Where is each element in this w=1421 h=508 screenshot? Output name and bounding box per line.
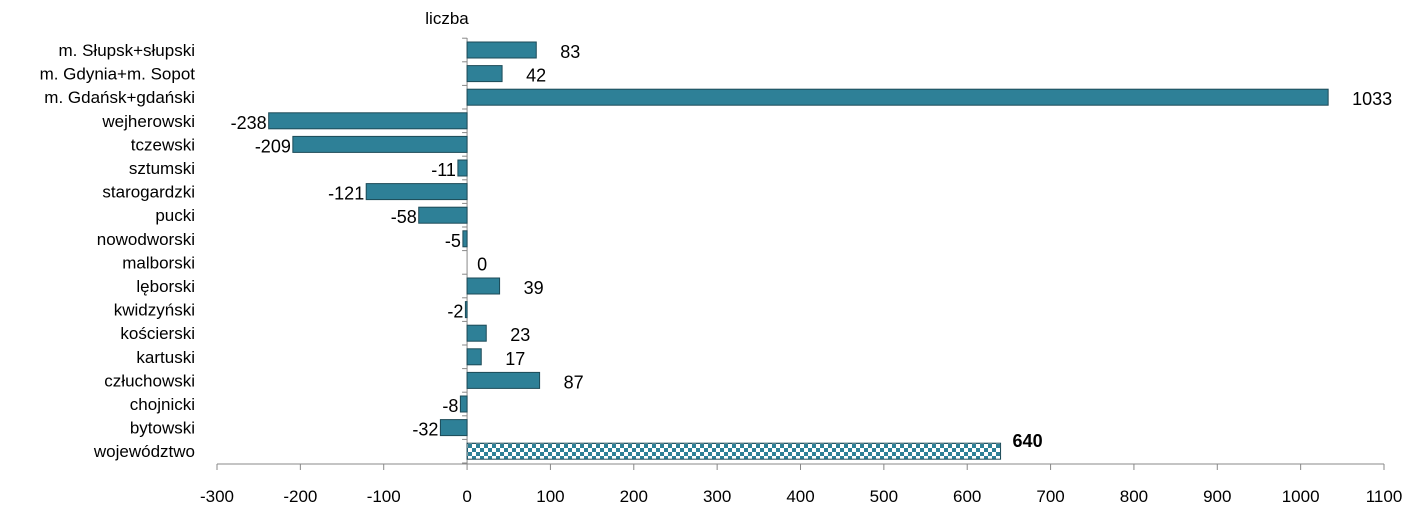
bar: [418, 206, 468, 224]
bar: [466, 277, 501, 295]
category-label: tczewski: [131, 135, 195, 154]
x-tick-label: 600: [953, 487, 981, 506]
bar: [466, 41, 537, 59]
category-label: kościerski: [120, 324, 195, 343]
category-label: m. Słupsk+słupski: [58, 41, 195, 60]
bars: [268, 41, 1329, 460]
category-label: pucki: [155, 206, 195, 225]
data-label: 23: [510, 325, 530, 345]
x-tick-label: -200: [283, 487, 317, 506]
x-tick-label: 100: [536, 487, 564, 506]
data-label: 0: [477, 254, 487, 274]
category-label: bytowski: [130, 419, 195, 438]
data-label: 87: [564, 372, 584, 392]
category-label: starogardzki: [102, 183, 195, 202]
data-label: -5: [445, 231, 461, 251]
x-tick-label: -300: [200, 487, 234, 506]
labels: m. Słupsk+słupski 83 m. Gdynia+m. Sopot 42 m…: [40, 41, 1393, 461]
data-label: -11: [431, 160, 456, 180]
category-label: lęborski: [136, 277, 195, 296]
x-tick-label: 800: [1120, 487, 1148, 506]
bar: [464, 301, 468, 319]
category-label: człuchowski: [104, 371, 195, 390]
bar: [439, 419, 468, 437]
data-label: 640: [1013, 431, 1043, 451]
x-tick-label: 900: [1203, 487, 1231, 506]
unit-label: liczba: [425, 9, 469, 28]
bar: [365, 183, 468, 201]
data-label: 17: [505, 349, 525, 369]
data-label: -8: [442, 396, 458, 416]
x-tick-label: 1000: [1282, 487, 1320, 506]
data-label: -58: [391, 207, 417, 227]
bar: [457, 159, 468, 177]
category-label: sztumski: [129, 159, 195, 178]
bar: [466, 371, 541, 389]
x-tick-label: 500: [870, 487, 898, 506]
x-tick-label: 0: [462, 487, 471, 506]
bar: [466, 65, 503, 83]
x-tick-label: 1100: [1366, 487, 1403, 506]
x-tick-label: 700: [1036, 487, 1064, 506]
bar: [459, 395, 468, 413]
data-label: -2: [447, 302, 463, 322]
data-label: 39: [524, 278, 544, 298]
bar: [466, 88, 1329, 106]
category-label: nowodworski: [97, 230, 195, 249]
category-label: m. Gdynia+m. Sopot: [40, 65, 196, 84]
x-tick-label: -100: [367, 487, 401, 506]
axes: -300 -200 -100 0 100 200 300 400 500 600 700 800 900…: [200, 37, 1403, 506]
bar: [462, 230, 468, 248]
category-label: wejherowski: [101, 112, 195, 131]
data-label: 1033: [1352, 89, 1392, 109]
bar: [292, 135, 468, 153]
category-label: malborski: [122, 253, 195, 272]
bar: [466, 324, 487, 342]
category-label: województwo: [93, 442, 195, 461]
x-tick-label: 200: [620, 487, 648, 506]
data-label: -238: [231, 113, 267, 133]
category-label: kwidzyński: [114, 301, 195, 320]
bar: [466, 348, 482, 366]
category-label: m. Gdańsk+gdański: [44, 88, 195, 107]
category-label: chojnicki: [130, 395, 195, 414]
x-tick-label: 400: [786, 487, 814, 506]
bar: [268, 112, 468, 130]
bar-total: [466, 442, 1002, 460]
category-label: kartuski: [136, 348, 195, 367]
data-label: -209: [255, 136, 291, 156]
data-label: -32: [412, 420, 438, 440]
data-label: -121: [328, 184, 364, 204]
data-label: 42: [526, 66, 546, 86]
data-label: 83: [560, 42, 580, 62]
x-tick-label: 300: [703, 487, 731, 506]
